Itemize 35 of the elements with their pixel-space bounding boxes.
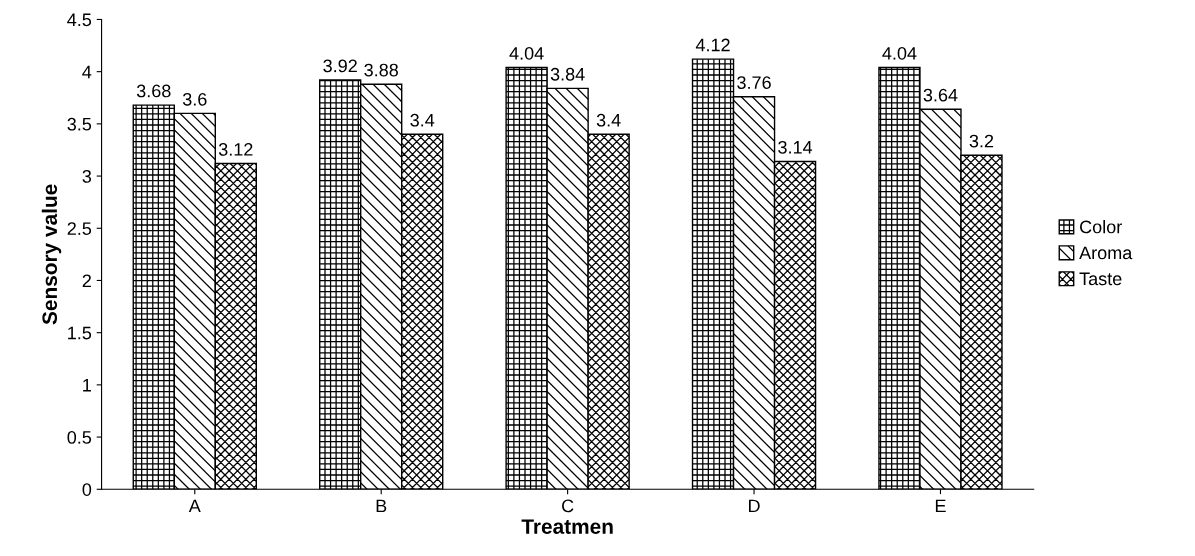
x-axis-title: Treatmen	[521, 519, 613, 534]
data-label: 4.04	[509, 46, 544, 60]
y-tick-label: 2.5	[67, 222, 92, 235]
data-label: 3.6	[182, 92, 207, 106]
legend-label: Aroma	[1079, 246, 1133, 260]
data-label: 3.84	[550, 67, 585, 81]
data-label: 4.12	[695, 38, 730, 52]
x-tick-label: E	[935, 499, 946, 513]
y-tick-label: 3.5	[67, 117, 92, 131]
y-tick-label: 2	[82, 274, 91, 288]
y-tick-label: 0	[82, 483, 92, 496]
y-tick-label: 0.5	[67, 431, 92, 444]
y-tick-label: 3	[82, 170, 92, 183]
legend-label: Color	[1080, 220, 1122, 234]
data-label: 3.4	[410, 113, 435, 127]
data-label: 4.04	[882, 46, 917, 60]
x-tick-label: C	[562, 499, 574, 513]
x-tick-label: D	[749, 499, 760, 513]
y-tick-label: 4.5	[67, 13, 92, 27]
y-tick-label: 4	[82, 65, 92, 79]
data-label: 3.68	[136, 84, 171, 98]
data-label: 3.88	[364, 63, 398, 77]
data-label: 3.12	[218, 143, 253, 156]
data-label: 3.2	[969, 134, 994, 148]
data-label: 3.92	[323, 59, 357, 73]
legend-label: Taste	[1079, 272, 1122, 286]
data-label: 3.64	[923, 88, 958, 102]
x-tick-label: A	[188, 499, 201, 513]
data-label: 3.14	[778, 140, 813, 154]
y-tick-label: 1.5	[68, 326, 92, 340]
y-axis-title: Sensory value	[41, 184, 62, 325]
data-label: 3.76	[737, 76, 771, 89]
data-label: 3.4	[596, 113, 621, 127]
y-tick-label: 1	[83, 379, 91, 392]
x-tick-label: B	[376, 499, 387, 513]
